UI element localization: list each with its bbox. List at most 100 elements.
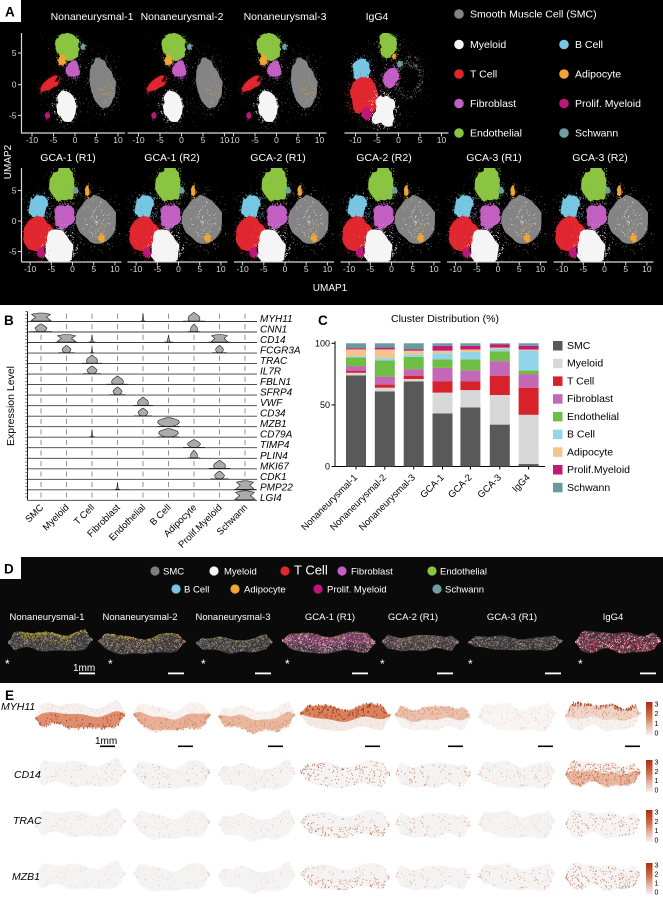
svg-text:0: 0 (179, 135, 184, 145)
svg-text:5: 5 (418, 135, 423, 145)
svg-text:3: 3 (655, 810, 659, 817)
svg-text:1: 1 (655, 881, 659, 888)
svg-text:-5: -5 (251, 135, 259, 145)
svg-text:*: * (285, 657, 290, 671)
svg-text:VWF: VWF (260, 398, 283, 409)
svg-text:Endothelial: Endothelial (470, 128, 522, 140)
svg-text:-10: -10 (26, 135, 39, 145)
svg-text:Fibroblast: Fibroblast (351, 567, 393, 578)
svg-text:0: 0 (274, 135, 279, 145)
svg-text:MZB1: MZB1 (260, 419, 287, 430)
svg-text:0: 0 (655, 788, 659, 795)
svg-text:2: 2 (655, 769, 659, 776)
svg-text:Adipocyte: Adipocyte (244, 585, 286, 596)
svg-text:TRAC: TRAC (260, 356, 288, 367)
svg-text:Schwann: Schwann (445, 585, 484, 596)
svg-text:Cluster Distribution (%): Cluster Distribution (%) (391, 313, 499, 325)
svg-text:Fibroblast: Fibroblast (567, 393, 613, 405)
svg-text:-10: -10 (130, 264, 143, 274)
svg-text:1: 1 (655, 778, 659, 785)
svg-text:FBLN1: FBLN1 (260, 377, 291, 388)
svg-text:SMC: SMC (567, 340, 591, 352)
svg-text:E: E (5, 688, 14, 703)
svg-text:GCA-1 (R2): GCA-1 (R2) (144, 152, 199, 164)
svg-text:1: 1 (655, 828, 659, 835)
svg-text:Prolif. Myeloid: Prolif. Myeloid (327, 585, 387, 596)
svg-text:GCA-2 (R2): GCA-2 (R2) (356, 152, 411, 164)
svg-text:*: * (578, 657, 583, 671)
svg-text:Endothelial: Endothelial (440, 567, 487, 578)
svg-text:0: 0 (389, 264, 394, 274)
svg-text:0: 0 (12, 80, 17, 90)
svg-text:B: B (4, 313, 14, 328)
svg-text:IgG4: IgG4 (603, 612, 624, 623)
svg-text:TIMP4: TIMP4 (260, 440, 290, 451)
svg-text:GCA-1 (R1): GCA-1 (R1) (305, 612, 355, 623)
svg-text:5: 5 (94, 135, 99, 145)
svg-text:LGI4: LGI4 (260, 493, 282, 504)
svg-text:CD14: CD14 (260, 335, 286, 346)
svg-text:5: 5 (12, 186, 17, 196)
svg-text:10: 10 (220, 135, 230, 145)
svg-text:T Cell: T Cell (567, 375, 594, 387)
svg-text:-5: -5 (154, 264, 162, 274)
svg-text:-5: -5 (156, 135, 164, 145)
svg-text:*: * (201, 657, 206, 671)
svg-text:CD34: CD34 (260, 409, 286, 420)
svg-text:T Cell: T Cell (294, 563, 328, 578)
svg-text:Expression Level: Expression Level (5, 366, 17, 446)
svg-text:5: 5 (304, 264, 309, 274)
svg-text:Myeloid: Myeloid (567, 358, 603, 370)
svg-text:10: 10 (429, 264, 439, 274)
svg-text:10: 10 (216, 264, 226, 274)
svg-text:0: 0 (12, 216, 17, 226)
svg-text:3: 3 (655, 760, 659, 767)
svg-text:-10: -10 (349, 135, 362, 145)
svg-text:Adipocyte: Adipocyte (575, 69, 621, 81)
svg-text:10: 10 (113, 135, 123, 145)
svg-text:PLIN4: PLIN4 (260, 451, 288, 462)
svg-text:CNN1: CNN1 (260, 325, 287, 336)
svg-text:GCA-2 (R1): GCA-2 (R1) (250, 152, 305, 164)
svg-text:MYH11: MYH11 (1, 701, 35, 713)
svg-text:MKI67: MKI67 (260, 461, 289, 472)
svg-text:Myeloid: Myeloid (224, 567, 257, 578)
svg-text:2: 2 (655, 711, 659, 718)
svg-text:5: 5 (12, 48, 17, 58)
svg-text:MYH11: MYH11 (260, 314, 293, 325)
svg-text:B Cell: B Cell (567, 429, 595, 441)
svg-text:10: 10 (642, 264, 652, 274)
svg-text:-10: -10 (343, 264, 356, 274)
svg-text:-10: -10 (132, 135, 145, 145)
svg-text:5: 5 (296, 135, 301, 145)
svg-text:FCGR3A: FCGR3A (260, 346, 301, 357)
svg-text:10: 10 (110, 264, 120, 274)
svg-text:2: 2 (655, 872, 659, 879)
svg-text:GCA-3 (R1): GCA-3 (R1) (466, 152, 521, 164)
svg-text:0: 0 (325, 462, 330, 472)
svg-text:-10: -10 (236, 264, 249, 274)
svg-text:5: 5 (91, 264, 96, 274)
svg-text:-5: -5 (367, 264, 375, 274)
svg-text:GCA-3 (R1): GCA-3 (R1) (487, 612, 537, 623)
svg-text:Schwann: Schwann (575, 128, 618, 140)
svg-text:-5: -5 (48, 264, 56, 274)
svg-text:0: 0 (396, 135, 401, 145)
svg-text:-10: -10 (556, 264, 569, 274)
svg-text:-5: -5 (9, 247, 17, 257)
svg-text:5: 5 (197, 264, 202, 274)
svg-text:CD14: CD14 (14, 769, 41, 781)
svg-text:5: 5 (410, 264, 415, 274)
svg-text:-10: -10 (24, 264, 37, 274)
svg-text:PMP22: PMP22 (260, 482, 293, 493)
svg-text:5: 5 (517, 264, 522, 274)
svg-text:1mm: 1mm (95, 736, 117, 747)
svg-text:GCA-3 (R2): GCA-3 (R2) (572, 152, 627, 164)
svg-text:GCA-2 (R1): GCA-2 (R1) (388, 612, 438, 623)
svg-text:-5: -5 (50, 135, 58, 145)
svg-text:Schwann: Schwann (567, 482, 610, 494)
svg-text:-5: -5 (260, 264, 268, 274)
svg-text:1mm: 1mm (73, 663, 95, 674)
svg-text:Smooth Muscle Cell (SMC): Smooth Muscle Cell (SMC) (470, 9, 597, 21)
svg-text:Prolif. Myeloid: Prolif. Myeloid (575, 98, 641, 110)
